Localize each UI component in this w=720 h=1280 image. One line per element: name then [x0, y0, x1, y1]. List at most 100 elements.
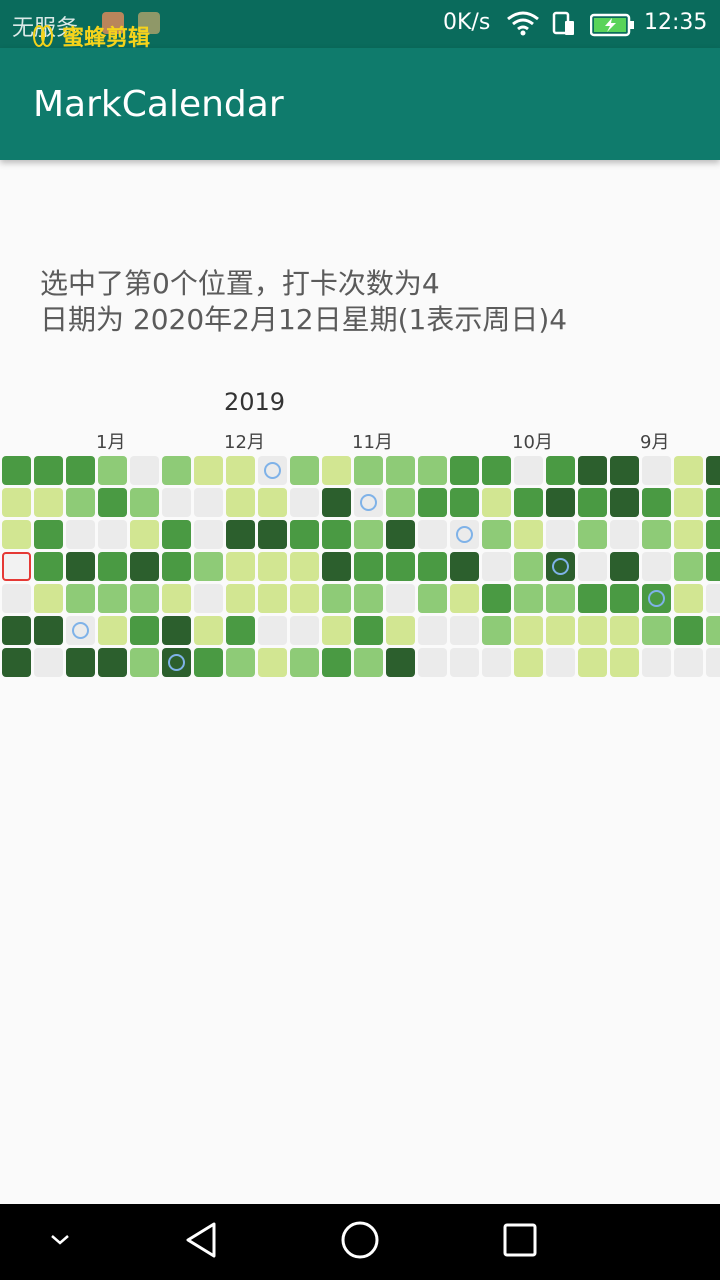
- calendar-day-cell[interactable]: [2, 584, 31, 613]
- calendar-day-cell[interactable]: [354, 584, 383, 613]
- calendar-day-cell[interactable]: [258, 552, 287, 581]
- chevron-down-icon[interactable]: [46, 1230, 74, 1250]
- calendar-day-cell[interactable]: [322, 552, 351, 581]
- calendar-day-cell[interactable]: [226, 616, 255, 645]
- calendar-day-cell[interactable]: [98, 552, 127, 581]
- calendar-day-cell[interactable]: [706, 552, 720, 581]
- calendar-day-cell[interactable]: [482, 488, 511, 517]
- calendar-day-cell[interactable]: [2, 520, 31, 549]
- calendar-day-cell[interactable]: [98, 648, 127, 677]
- calendar-day-cell[interactable]: [642, 584, 671, 613]
- calendar-day-cell[interactable]: [674, 616, 703, 645]
- calendar-day-cell[interactable]: [610, 456, 639, 485]
- calendar-day-cell[interactable]: [386, 520, 415, 549]
- calendar-day-cell[interactable]: [130, 584, 159, 613]
- calendar-day-cell[interactable]: [674, 584, 703, 613]
- calendar-day-cell[interactable]: [610, 616, 639, 645]
- calendar-day-cell[interactable]: [98, 456, 127, 485]
- calendar-day-cell[interactable]: [290, 552, 319, 581]
- calendar-day-cell[interactable]: [66, 648, 95, 677]
- calendar-day-cell[interactable]: [578, 456, 607, 485]
- calendar-day-cell[interactable]: [66, 520, 95, 549]
- calendar-day-cell[interactable]: [514, 488, 543, 517]
- calendar-day-cell[interactable]: [258, 520, 287, 549]
- calendar-day-cell[interactable]: [450, 552, 479, 581]
- calendar-day-cell[interactable]: [66, 616, 95, 645]
- calendar-day-cell[interactable]: [162, 616, 191, 645]
- calendar-day-cell[interactable]: [322, 456, 351, 485]
- calendar-day-cell[interactable]: [34, 552, 63, 581]
- calendar-day-cell[interactable]: [258, 584, 287, 613]
- calendar-day-cell[interactable]: [514, 520, 543, 549]
- calendar-day-cell[interactable]: [546, 488, 575, 517]
- calendar-day-cell[interactable]: [482, 584, 511, 613]
- calendar-day-cell[interactable]: [546, 584, 575, 613]
- calendar-day-cell[interactable]: [354, 616, 383, 645]
- calendar-day-cell[interactable]: [450, 584, 479, 613]
- calendar-day-cell[interactable]: [386, 488, 415, 517]
- calendar-day-cell[interactable]: [258, 648, 287, 677]
- calendar-day-cell[interactable]: [418, 648, 447, 677]
- calendar-day-cell[interactable]: [642, 456, 671, 485]
- calendar-day-cell[interactable]: [162, 552, 191, 581]
- calendar-day-cell[interactable]: [354, 552, 383, 581]
- calendar-day-cell[interactable]: [482, 456, 511, 485]
- calendar-day-cell[interactable]: [482, 520, 511, 549]
- calendar-day-cell[interactable]: [706, 488, 720, 517]
- calendar-day-cell[interactable]: [450, 520, 479, 549]
- calendar-day-cell[interactable]: [34, 616, 63, 645]
- calendar-day-cell[interactable]: [194, 584, 223, 613]
- calendar-day-cell[interactable]: [226, 456, 255, 485]
- calendar-day-cell[interactable]: [546, 456, 575, 485]
- calendar-day-cell[interactable]: [130, 552, 159, 581]
- calendar-day-cell[interactable]: [386, 552, 415, 581]
- calendar-day-cell[interactable]: [706, 456, 720, 485]
- calendar-day-cell[interactable]: [34, 648, 63, 677]
- calendar-day-cell[interactable]: [418, 456, 447, 485]
- calendar-day-cell[interactable]: [162, 456, 191, 485]
- calendar-day-cell[interactable]: [194, 616, 223, 645]
- calendar-day-cell[interactable]: [354, 456, 383, 485]
- calendar-day-cell-selected[interactable]: [2, 552, 31, 581]
- calendar-day-cell[interactable]: [674, 552, 703, 581]
- calendar-day-cell[interactable]: [258, 616, 287, 645]
- calendar-day-cell[interactable]: [66, 552, 95, 581]
- calendar-day-cell[interactable]: [258, 456, 287, 485]
- calendar-day-cell[interactable]: [610, 584, 639, 613]
- calendar-day-cell[interactable]: [706, 520, 720, 549]
- calendar-day-cell[interactable]: [258, 488, 287, 517]
- calendar-day-cell[interactable]: [386, 584, 415, 613]
- calendar-day-cell[interactable]: [162, 488, 191, 517]
- calendar-day-cell[interactable]: [354, 648, 383, 677]
- calendar-day-cell[interactable]: [322, 488, 351, 517]
- calendar-day-cell[interactable]: [386, 648, 415, 677]
- calendar-day-cell[interactable]: [514, 456, 543, 485]
- calendar-day-cell[interactable]: [322, 584, 351, 613]
- calendar-day-cell[interactable]: [514, 584, 543, 613]
- calendar-day-cell[interactable]: [642, 488, 671, 517]
- calendar-day-cell[interactable]: [34, 520, 63, 549]
- calendar-day-cell[interactable]: [130, 648, 159, 677]
- calendar-day-cell[interactable]: [2, 616, 31, 645]
- calendar-day-cell[interactable]: [194, 552, 223, 581]
- calendar-day-cell[interactable]: [482, 616, 511, 645]
- calendar-day-cell[interactable]: [290, 616, 319, 645]
- calendar-day-cell[interactable]: [450, 648, 479, 677]
- calendar-day-cell[interactable]: [290, 648, 319, 677]
- calendar-day-cell[interactable]: [418, 488, 447, 517]
- calendar-day-cell[interactable]: [418, 552, 447, 581]
- calendar-day-cell[interactable]: [34, 488, 63, 517]
- back-icon[interactable]: [180, 1218, 224, 1262]
- calendar-day-cell[interactable]: [546, 552, 575, 581]
- calendar-day-cell[interactable]: [34, 456, 63, 485]
- calendar-day-cell[interactable]: [706, 648, 720, 677]
- calendar-day-cell[interactable]: [418, 616, 447, 645]
- calendar-day-cell[interactable]: [674, 488, 703, 517]
- calendar-day-cell[interactable]: [66, 584, 95, 613]
- calendar-day-cell[interactable]: [130, 488, 159, 517]
- calendar-day-cell[interactable]: [578, 648, 607, 677]
- calendar-day-cell[interactable]: [290, 456, 319, 485]
- calendar-day-cell[interactable]: [706, 616, 720, 645]
- calendar-day-cell[interactable]: [194, 488, 223, 517]
- calendar-day-cell[interactable]: [514, 552, 543, 581]
